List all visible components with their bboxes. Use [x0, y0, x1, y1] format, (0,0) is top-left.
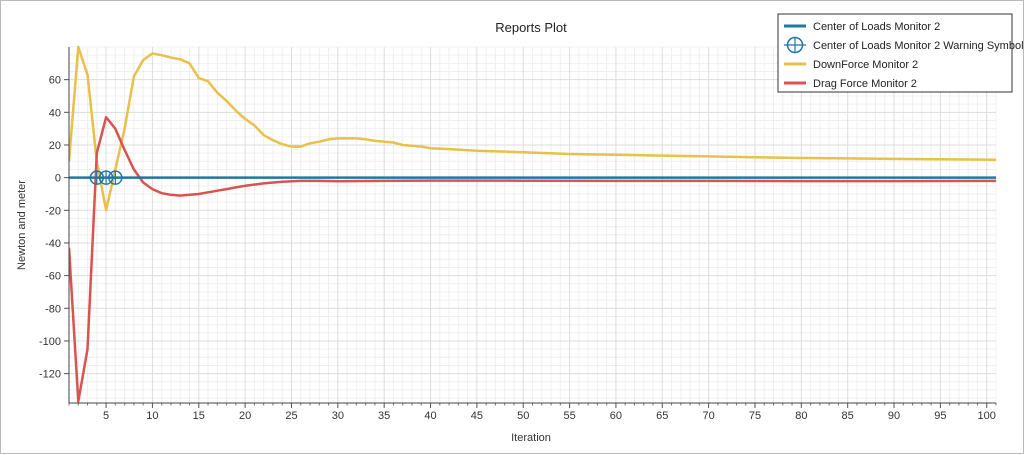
- x-tick-label: 85: [842, 410, 854, 422]
- chart-title: Reports Plot: [495, 20, 567, 35]
- x-tick-label: 65: [656, 410, 668, 422]
- y-tick-label: 60: [49, 75, 61, 87]
- y-tick-label: 40: [49, 107, 61, 119]
- x-tick-label: 40: [424, 410, 436, 422]
- x-tick-label: 80: [795, 410, 807, 422]
- y-tick-label: -120: [39, 369, 61, 381]
- x-tick-label: 90: [888, 410, 900, 422]
- warning-symbol-marker: [98, 170, 114, 185]
- y-tick-label: -80: [45, 303, 61, 315]
- x-tick-label: 5: [103, 410, 109, 422]
- downforce-monitor-2-line: [69, 45, 996, 212]
- x-tick-label: 50: [517, 410, 529, 422]
- y-axis-title: Newton and meter: [16, 180, 28, 270]
- x-axis-title: Iteration: [511, 432, 551, 444]
- y-tick-label: -100: [39, 336, 61, 348]
- warning-symbol-marker: [89, 170, 105, 185]
- drag-force-monitor-2-line: [69, 115, 996, 403]
- legend-item[interactable]: Center of Loads Monitor 2: [784, 21, 940, 33]
- x-tick-label: 75: [749, 410, 761, 422]
- axes: 5 10 15 20 25 30 35 40 45 50 55 60 65 70 75 80 85 90 95 100…: [39, 47, 997, 422]
- x-tick-label: 35: [378, 410, 390, 422]
- x-tick-label: 100: [978, 410, 996, 422]
- x-tick-label: 95: [934, 410, 946, 422]
- x-tick-label: 55: [563, 410, 575, 422]
- y-tick-label: 20: [49, 140, 61, 152]
- x-tick-label: 15: [193, 410, 205, 422]
- y-tick-label: 0: [55, 173, 61, 185]
- y-tick-label: -40: [45, 238, 61, 250]
- warning-symbol-marker: [108, 170, 123, 185]
- legend[interactable]: Center of Loads Monitor 2 Center of Loads…: [777, 13, 1024, 93]
- x-tick-label: 30: [332, 410, 344, 422]
- x-tick-label: 10: [146, 410, 158, 422]
- legend-item[interactable]: DownForce Monitor 2: [784, 59, 918, 71]
- legend-box: [777, 13, 1013, 93]
- legend-label: Center of Loads Monitor 2: [813, 21, 940, 33]
- legend-item[interactable]: Center of Loads Monitor 2 Warning Symbol: [784, 36, 1024, 54]
- legend-item[interactable]: Drag Force Monitor 2: [784, 78, 917, 90]
- grid-lines: [68, 46, 997, 403]
- x-tick-label: 45: [471, 410, 483, 422]
- y-tick-label: -20: [45, 205, 61, 217]
- x-tick-label: 60: [610, 410, 622, 422]
- legend-label: Drag Force Monitor 2: [813, 78, 917, 90]
- y-tick-label: -60: [45, 271, 61, 283]
- x-tick-label: 70: [703, 410, 715, 422]
- legend-label: DownForce Monitor 2: [813, 59, 918, 71]
- x-tick-label: 25: [285, 410, 297, 422]
- series-layer: [69, 45, 996, 403]
- legend-label: Center of Loads Monitor 2 Warning Symbol: [813, 40, 1024, 52]
- x-tick-label: 20: [239, 410, 251, 422]
